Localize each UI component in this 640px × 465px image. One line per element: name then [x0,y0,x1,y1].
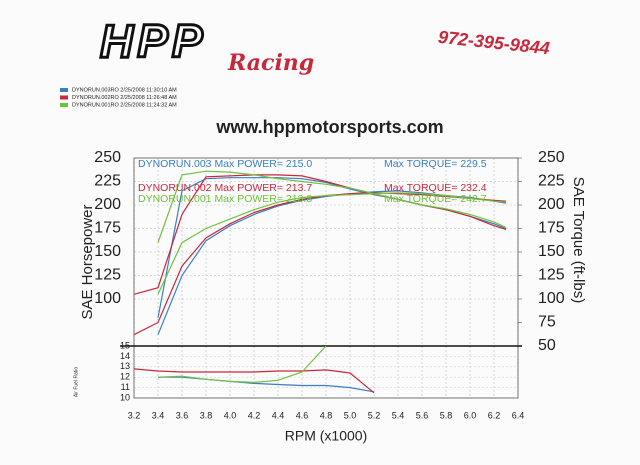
annotation: DYNORUN.001 Max POWER= 213.8 [138,193,312,205]
annotation: DYNORUN.002 Max POWER= 213.7 [138,182,312,194]
y2-tick-label: 75 [538,314,556,331]
annotation: DYNORUN.003 Max POWER= 215.0 [138,158,312,170]
legend-label: DYNORUN.002RO 2/25/2008 11:26:48 AM [72,95,177,101]
afr-tick-label: 11 [121,382,130,392]
x-tick-label: 3.6 [176,410,189,420]
afr-tick-label: 13 [120,361,130,371]
y2-tick-label: 100 [538,290,565,307]
x-tick-label: 4.0 [224,410,237,420]
y-tick-label: 200 [94,196,121,213]
annotation: Max TORQUE= 229.5 [384,158,487,170]
x-tick-label: 5.6 [416,410,429,420]
y-tick-label: 150 [94,243,121,260]
y2-axis-label: SAE Torque (ft-lbs) [570,177,587,303]
y2-tick-label: 200 [538,196,565,213]
x-tick-label: 6.4 [512,410,525,420]
annotation: Max TORQUE= 242.7 [384,193,487,205]
x-tick-label: 3.4 [152,410,165,420]
series-line [157,170,507,243]
plot-frame [133,157,519,399]
x-tick-label: 4.6 [296,410,309,420]
y2-tick-label: 50 [538,337,556,354]
x-tick-label: 3.2 [128,410,141,420]
series-line [133,174,507,295]
x-tick-label: 4.2 [248,410,261,420]
legend-swatch [60,103,68,107]
afr-tick-label: 10 [120,392,130,402]
x-tick-label: 3.8 [200,410,213,420]
afr-tick-label: 14 [120,351,130,361]
annotation: Max TORQUE= 232.4 [384,182,487,194]
afr-tick-label: 12 [120,372,130,382]
y2-tick-label: 125 [538,267,565,284]
x-tick-label: 5.8 [440,410,453,420]
y-tick-label: 125 [94,267,121,284]
series-line [133,368,375,394]
y-tick-label: 100 [94,290,121,307]
series-line [157,345,327,384]
y2-tick-label: 150 [538,243,565,260]
legend-label: DYNORUN.003RO 2/25/2008 11:30:10 AM [72,87,177,93]
y-axis-label: SAE Horsepower [79,204,96,319]
y-tick-label: 175 [94,220,121,237]
legend-swatch [60,88,68,92]
logo: HPP [100,15,207,67]
afr-axis-label: Air Fuel Ratio [73,367,79,398]
y2-tick-label: 225 [538,173,565,190]
x-tick-label: 6.2 [488,410,501,420]
x-axis-label: RPM (x1000) [285,428,367,444]
logo-sub: Racing [227,50,314,76]
x-tick-label: 6.0 [464,410,477,420]
legend-swatch [60,95,68,100]
x-tick-label: 5.4 [392,410,405,420]
website: www.hppmotorsports.com [215,117,443,137]
y2-tick-label: 175 [538,220,565,237]
series-line [157,192,507,295]
legend-label: DYNORUN.001RO 2/25/2008 11:24:32 AM [72,102,177,108]
y-tick-label: 250 [94,149,121,166]
x-tick-label: 4.8 [320,410,333,420]
x-tick-label: 5.0 [344,410,357,420]
x-tick-label: 5.2 [368,410,381,420]
x-tick-label: 4.4 [272,410,285,420]
y-tick-label: 225 [94,173,121,190]
y2-tick-label: 250 [538,149,565,166]
